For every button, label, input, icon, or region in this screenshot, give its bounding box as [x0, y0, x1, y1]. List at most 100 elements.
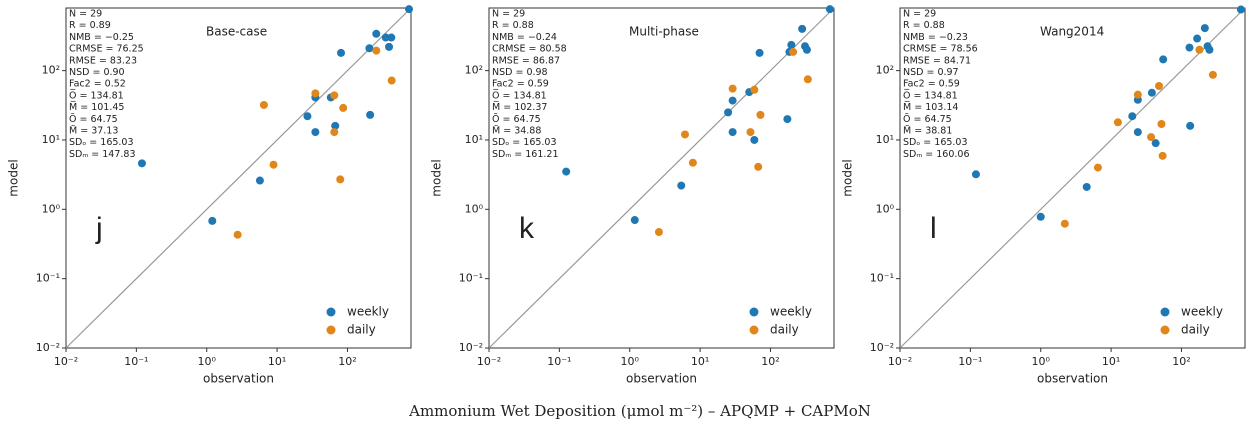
- legend-marker: [749, 325, 759, 335]
- plot-frame: [488, 7, 835, 349]
- point: [789, 47, 798, 56]
- point: [1151, 139, 1160, 148]
- stat-line: NSD = 0.90: [69, 67, 125, 78]
- x-tick-label: 10¹: [268, 355, 286, 368]
- legend-label: daily: [1181, 323, 1210, 337]
- point: [339, 103, 348, 112]
- stat-line: RMSE = 84.71: [903, 55, 971, 66]
- point: [971, 170, 980, 179]
- point: [756, 110, 765, 119]
- point: [233, 230, 242, 239]
- one-to-one-line: [488, 7, 835, 349]
- point: [137, 159, 146, 168]
- stat-line: N = 29: [492, 9, 525, 20]
- stat-line: M̃ = 37.13: [69, 125, 118, 137]
- point: [311, 128, 320, 137]
- point: [372, 29, 381, 38]
- point: [798, 24, 807, 33]
- panel-title: Multi-phase: [629, 25, 699, 39]
- y-tick-label: 10⁻²: [36, 341, 60, 354]
- legend-label: daily: [347, 323, 376, 337]
- y-tick-label: 10¹: [876, 133, 894, 146]
- legend-label: weekly: [347, 305, 389, 319]
- legend-marker: [749, 307, 759, 317]
- x-tick-label: 10²: [761, 355, 779, 368]
- point: [654, 228, 663, 237]
- legend-label: weekly: [770, 305, 812, 319]
- point: [336, 175, 345, 184]
- point: [1200, 24, 1209, 33]
- stat-line: M̅ = 103.14: [903, 101, 958, 113]
- stat-line: M̃ = 38.81: [903, 125, 952, 137]
- legend-marker: [326, 325, 336, 335]
- point: [259, 100, 268, 109]
- stat-line: SDₒ = 165.03: [69, 137, 134, 148]
- point: [750, 135, 759, 144]
- legend-marker: [326, 307, 336, 317]
- point: [1133, 90, 1142, 99]
- x-tick-label: 10⁻¹: [124, 355, 148, 368]
- y-tick-label: 10⁰: [42, 202, 61, 215]
- point: [269, 160, 278, 169]
- point: [1186, 121, 1195, 130]
- y-tick-label: 10²: [465, 64, 483, 77]
- panel-label: k: [519, 212, 535, 245]
- point: [825, 5, 834, 14]
- point: [372, 46, 381, 55]
- y-axis-label: model: [841, 159, 855, 196]
- stat-line: M̃ = 34.88: [492, 125, 541, 137]
- point: [1082, 182, 1091, 191]
- point: [754, 162, 763, 171]
- point: [724, 108, 733, 117]
- stat-line: NMB = −0.24: [492, 32, 557, 43]
- y-tick-label: 10⁰: [465, 202, 484, 215]
- stat-line: Fac2 = 0.59: [492, 79, 549, 90]
- point: [1159, 55, 1168, 64]
- stat-line: Õ = 64.75: [69, 113, 118, 125]
- stat-line: R = 0.88: [903, 20, 945, 31]
- stat-line: CRMSE = 78.56: [903, 44, 978, 55]
- point: [387, 76, 396, 85]
- panel-label: j: [95, 212, 103, 245]
- one-to-one-line: [899, 7, 1246, 349]
- point: [385, 42, 394, 51]
- point: [728, 96, 737, 105]
- point: [750, 85, 759, 94]
- point: [728, 84, 737, 93]
- point: [255, 176, 264, 185]
- point: [1147, 133, 1156, 142]
- point: [387, 33, 396, 42]
- point: [311, 89, 320, 98]
- x-axis-label: observation: [1037, 372, 1108, 386]
- stat-line: O̅ = 134.81: [69, 90, 124, 102]
- stat-line: Fac2 = 0.52: [69, 79, 126, 90]
- x-axis-label: observation: [626, 372, 697, 386]
- y-tick-label: 10²: [876, 64, 894, 77]
- point: [365, 44, 374, 53]
- point: [1155, 82, 1164, 91]
- point: [680, 130, 689, 139]
- panel-title: Base-case: [206, 25, 267, 39]
- point: [303, 112, 312, 121]
- point: [787, 40, 796, 49]
- point: [331, 121, 340, 130]
- point: [630, 216, 639, 225]
- point: [1133, 128, 1142, 137]
- stat-line: NMB = −0.25: [69, 32, 134, 43]
- stat-line: SDₒ = 165.03: [903, 137, 968, 148]
- stat-line: Õ = 64.75: [903, 113, 952, 125]
- legend-marker: [1160, 307, 1170, 317]
- y-tick-label: 10⁰: [876, 202, 895, 215]
- point: [1128, 112, 1137, 121]
- x-tick-label: 10⁰: [1032, 355, 1051, 368]
- point: [1193, 34, 1202, 43]
- x-tick-label: 10¹: [1102, 355, 1120, 368]
- y-tick-label: 10²: [42, 64, 60, 77]
- figure-caption: Ammonium Wet Deposition (μmol m⁻²) – APQ…: [408, 402, 871, 420]
- point: [1195, 45, 1204, 54]
- x-tick-label: 10²: [1172, 355, 1190, 368]
- point: [783, 115, 792, 124]
- stat-line: R = 0.88: [492, 20, 534, 31]
- point: [337, 48, 346, 57]
